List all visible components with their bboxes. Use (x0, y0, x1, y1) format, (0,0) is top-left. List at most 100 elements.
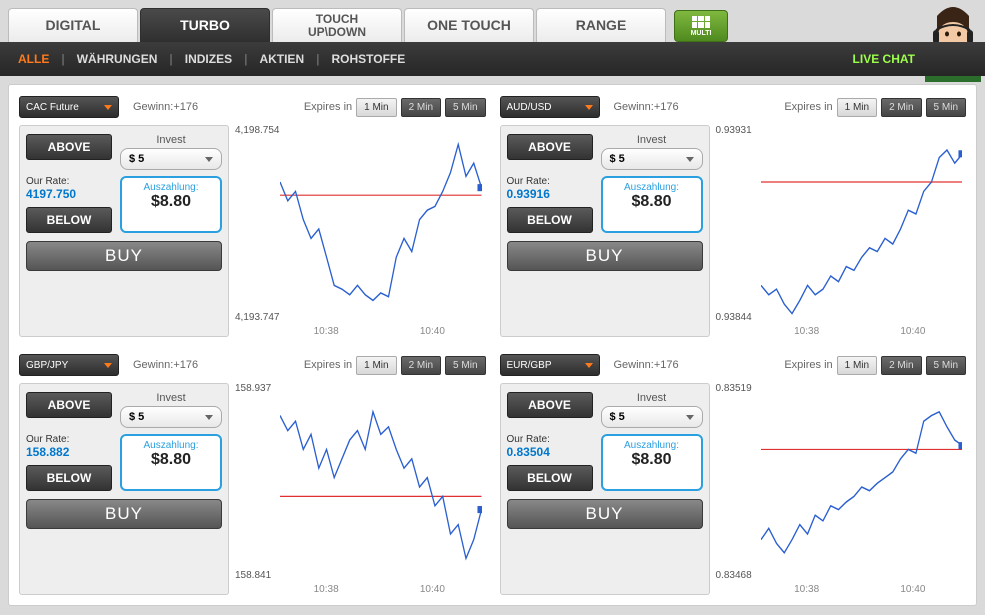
gewinn-label: Gewinn:+176 (133, 359, 198, 371)
tab-turbo[interactable]: TURBO (140, 8, 270, 42)
x-tick: 10:40 (420, 584, 445, 595)
trading-panel: EUR/GBPGewinn:+176Expires in1 Min2 Min5 … (500, 353, 967, 595)
chart-x-ticks: 10:38 10:40 (754, 326, 967, 337)
x-tick: 10:38 (794, 326, 819, 337)
invest-dropdown[interactable]: $ 5 (601, 406, 703, 428)
tab-one-touch[interactable]: ONE TOUCH (404, 8, 534, 42)
our-rate-label: Our Rate: (26, 434, 112, 445)
chevron-down-icon (585, 105, 593, 110)
live-chat-link[interactable]: LIVE CHAT (853, 52, 915, 66)
buy-button[interactable]: BUY (507, 241, 703, 271)
invest-dropdown[interactable]: $ 5 (120, 148, 222, 170)
invest-dropdown[interactable]: $ 5 (601, 148, 703, 170)
x-tick: 10:40 (900, 326, 925, 337)
buy-button[interactable]: BUY (507, 499, 703, 529)
asset-dropdown[interactable]: GBP/JPY (19, 354, 119, 376)
chevron-down-icon (205, 157, 213, 162)
asset-dropdown[interactable]: CAC Future (19, 96, 119, 118)
x-tick: 10:38 (314, 326, 339, 337)
below-button[interactable]: BELOW (507, 207, 593, 233)
price-chart: 0.939310.9384410:3810:40 (716, 125, 967, 337)
tab-digital[interactable]: DIGITAL (8, 8, 138, 42)
expires-label: Expires in (304, 101, 352, 113)
x-tick: 10:38 (314, 584, 339, 595)
invest-label: Invest (637, 392, 666, 404)
asset-filter-bar: ALLE|WÄHRUNGEN|INDIZES|AKTIEN|ROHSTOFFE … (0, 42, 985, 76)
panel-body: ABOVEInvest$ 5Our Rate:0.93916Auszahlung… (500, 125, 967, 337)
expiry-option[interactable]: 5 Min (926, 98, 966, 117)
chart-low-label: 0.83468 (716, 570, 752, 581)
payout-value: $8.80 (126, 451, 216, 469)
chevron-down-icon (104, 105, 112, 110)
above-button[interactable]: ABOVE (507, 392, 593, 418)
expiry-selector: Expires in1 Min2 Min5 Min (784, 98, 966, 117)
tab-range[interactable]: RANGE (536, 8, 666, 42)
expiry-option[interactable]: 1 Min (837, 98, 877, 117)
asset-dropdown[interactable]: EUR/GBP (500, 354, 600, 376)
filter-rohstoffe[interactable]: ROHSTOFFE (327, 52, 409, 66)
panel-header: CAC Future Gewinn:+176 Expires in 1 Min 2 Mi… (19, 95, 486, 119)
panel-header: GBP/JPYGewinn:+176Expires in1 Min2 Min5 … (19, 353, 486, 377)
panel-body: ABOVEInvest$ 5Our Rate:4197.750Auszahlun… (19, 125, 486, 337)
separator: | (316, 52, 319, 66)
buy-button[interactable]: BUY (26, 499, 222, 529)
rate-value: 158.882 (26, 445, 112, 459)
expiry-option[interactable]: 1 Min (837, 356, 877, 375)
asset-name: AUD/USD (507, 102, 552, 113)
chevron-down-icon (686, 415, 694, 420)
expiry-option[interactable]: 2 Min (881, 98, 921, 117)
expiry-option[interactable]: 5 Min (445, 356, 485, 375)
chart-high-label: 0.83519 (716, 383, 752, 394)
below-button[interactable]: BELOW (26, 207, 112, 233)
expiry-option[interactable]: 1 Min (356, 98, 396, 117)
asset-name: EUR/GBP (507, 360, 552, 371)
filter-währungen[interactable]: WÄHRUNGEN (73, 52, 162, 66)
chart-low-label: 0.93844 (716, 312, 752, 323)
below-button[interactable]: BELOW (26, 465, 112, 491)
multi-view-button[interactable]: MULTI (674, 10, 728, 42)
asset-name: CAC Future (26, 102, 79, 113)
expiry-option[interactable]: 2 Min (401, 356, 441, 375)
payout-label: Auszahlung: (126, 182, 216, 193)
expiry-selector: Expires in 1 Min2 Min 5 Min (784, 356, 966, 375)
payout-label: Auszahlung: (126, 440, 216, 451)
above-button[interactable]: ABOVE (26, 134, 112, 160)
filter-indizes[interactable]: INDIZES (181, 52, 236, 66)
filter-alle[interactable]: ALLE (14, 52, 53, 66)
chevron-down-icon (686, 157, 694, 162)
separator: | (61, 52, 64, 66)
trading-panel: AUD/USDGewinn:+176Expires in1 Min2 Min5 … (500, 95, 967, 337)
multi-label: MULTI (691, 30, 712, 37)
panel-body: ABOVEInvest$ 5Our Rate:158.882Auszahlung… (19, 383, 486, 595)
expires-label: Expires in (784, 359, 832, 371)
tab-touch-up-down[interactable]: TOUCHUP\DOWN (272, 8, 402, 42)
expiry-option[interactable]: 5 Min (445, 98, 485, 117)
gewinn-label: Gewinn:+176 (133, 101, 198, 113)
panel-header: EUR/GBPGewinn:+176Expires in1 Min2 Min5 … (500, 353, 967, 377)
payout-value: $8.80 (607, 193, 697, 211)
asset-dropdown[interactable]: AUD/USD (500, 96, 600, 118)
expiry-selector: Expires in1 Min2 Min5 Min (304, 356, 486, 375)
expiry-option[interactable]: 5 Min (926, 356, 966, 375)
expiry-option[interactable]: 2 Min (881, 356, 921, 375)
our-rate-label: Our Rate: (26, 176, 112, 187)
panel-body: ABOVEInvest$ 5Our Rate:0.83504Auszahlung… (500, 383, 967, 595)
payout-box: Auszahlung:$8.80 (120, 176, 222, 233)
expiry-option[interactable]: 1 Min (356, 356, 396, 375)
above-button[interactable]: ABOVE (507, 134, 593, 160)
rate-value: 4197.750 (26, 187, 112, 201)
buy-button[interactable]: BUY (26, 241, 222, 271)
chevron-down-icon (585, 363, 593, 368)
our-rate-label: Our Rate: (507, 434, 593, 445)
rate-display: Our Rate:4197.750 (26, 176, 112, 201)
expiry-option[interactable]: 2 Min (401, 98, 441, 117)
invest-dropdown[interactable]: $ 5 (120, 406, 222, 428)
rate-value: 0.93916 (507, 187, 593, 201)
x-tick: 10:38 (794, 584, 819, 595)
filter-aktien[interactable]: AKTIEN (255, 52, 308, 66)
chart-high-label: 158.937 (235, 383, 271, 394)
below-button[interactable]: BELOW (507, 465, 593, 491)
trading-panel: GBP/JPYGewinn:+176Expires in1 Min2 Min5 … (19, 353, 486, 595)
payout-label: Auszahlung: (607, 182, 697, 193)
above-button[interactable]: ABOVE (26, 392, 112, 418)
